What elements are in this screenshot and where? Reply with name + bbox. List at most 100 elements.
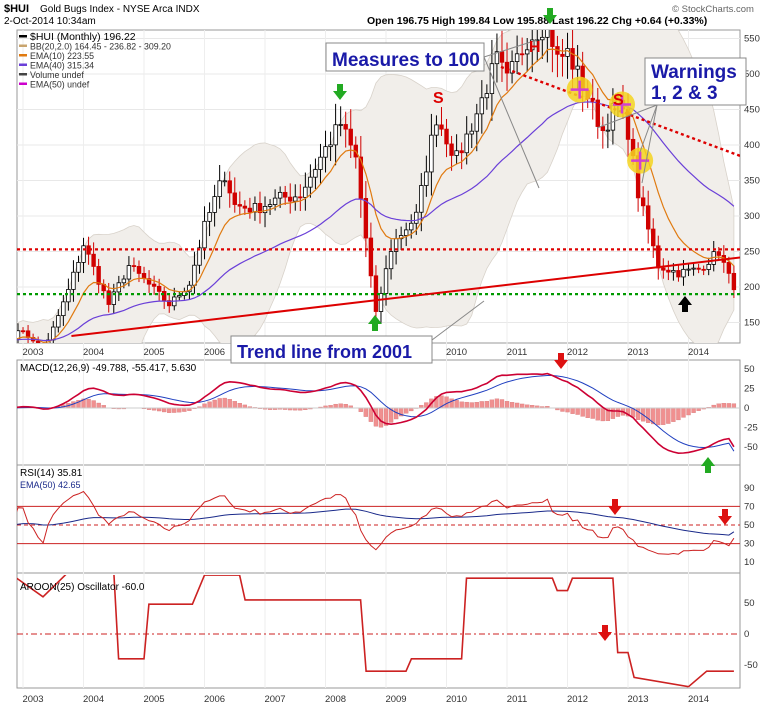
macd-histogram-bar (731, 403, 737, 409)
candle-body (499, 51, 505, 63)
candle-body (565, 48, 570, 57)
aroon-line (17, 575, 734, 688)
macd-histogram-bar (600, 407, 605, 422)
macd-histogram-bar (222, 397, 227, 409)
aroon-series (17, 575, 740, 688)
macd-tick-label: 50 (744, 364, 755, 375)
candle-body (691, 267, 696, 270)
candle-body (81, 245, 86, 263)
candle-body (161, 291, 167, 302)
candle-body (489, 63, 495, 95)
candle-body (257, 203, 263, 214)
candle-body (207, 212, 212, 222)
candle-body (11, 339, 15, 340)
arrow-up-green (701, 457, 715, 473)
macd-histogram-bar (676, 407, 681, 421)
macd-histogram-bar (363, 407, 369, 417)
macd-histogram-bar (444, 396, 449, 409)
candle-body (686, 268, 691, 271)
macd-histogram-bar (86, 398, 91, 409)
candle-body (252, 203, 258, 213)
candle-body (409, 222, 414, 231)
candle-body (151, 283, 157, 287)
candle-body (469, 130, 474, 135)
candle-body (509, 61, 515, 74)
candle-body (424, 171, 429, 186)
price-tick-label: 250 (744, 247, 760, 258)
candle-body (439, 124, 444, 130)
candle-body (333, 124, 338, 146)
candle-body (156, 285, 162, 292)
macd-histogram-bar (212, 399, 217, 409)
chart-credit: © StockCharts.com (672, 4, 754, 15)
candle-body (681, 268, 686, 278)
warnings-pointer (641, 104, 658, 184)
year-tick-label: 2011 (507, 347, 527, 358)
legend-swatch (19, 35, 27, 38)
candle-body (232, 192, 237, 205)
candle-body (66, 289, 71, 303)
macd-histogram-bar (162, 407, 167, 413)
candle-body (671, 270, 676, 273)
candle-body (434, 124, 439, 136)
candle-body (519, 53, 525, 56)
year-tick-label: 2005 (143, 694, 164, 705)
trend-pointer (431, 300, 485, 341)
legend-swatch (19, 44, 27, 47)
macd-histogram-bar (167, 407, 172, 413)
warning-cross (570, 80, 589, 99)
macd-histogram-bar (227, 399, 232, 409)
candle-body (323, 146, 328, 158)
candle-body (227, 180, 232, 194)
arrow-up-green (368, 315, 382, 331)
year-tick-label: 2013 (627, 347, 648, 358)
macd-tick-label: 0 (744, 403, 749, 414)
candle-body (560, 53, 565, 57)
price-tick-label: 450 (744, 105, 760, 116)
aroon-tick-label: -50 (744, 660, 758, 671)
macd-histogram-bar (217, 398, 222, 409)
candle-body (358, 156, 364, 199)
macd-histogram-bar (666, 407, 671, 424)
year-tick-label: 2013 (627, 694, 648, 705)
year-tick-label: 2007 (264, 694, 285, 705)
candle-body (71, 271, 76, 290)
legend-label: $HUI (Monthly) 196.22 (30, 31, 136, 43)
legend-label: Volume undef (30, 70, 84, 80)
candle-body (288, 196, 293, 202)
macd-histogram-bar (646, 407, 651, 423)
candle-body (272, 197, 278, 205)
candle-body (524, 49, 530, 55)
rsi-tick-label: 90 (744, 483, 755, 494)
macd-histogram-bar (509, 402, 515, 409)
price-tick-label: 150 (744, 318, 760, 329)
macd-histogram-bar (716, 403, 721, 409)
candle-body (484, 93, 490, 99)
candle-body (459, 150, 464, 154)
candle-body (121, 278, 127, 284)
candle-body (313, 169, 318, 178)
macd-histogram-bar (459, 401, 464, 409)
macd-histogram-bar (232, 401, 237, 409)
legend-label: EMA(40) 315.34 (30, 61, 94, 71)
macd-histogram-bar (489, 399, 495, 409)
macd-histogram-bar (681, 407, 686, 418)
rsi-panel (16, 464, 741, 574)
macd-tick-label: -25 (744, 423, 758, 434)
candle-body (6, 340, 10, 344)
macd-histogram-bar (454, 400, 459, 409)
warnings-text-2: 1, 2 & 3 (651, 83, 718, 104)
macd-histogram-bar (580, 407, 585, 417)
trend-text: Trend line from 2001 (237, 342, 412, 362)
arrow-down-red (554, 353, 568, 369)
macd-histogram-bar (570, 407, 575, 414)
macd-histogram-bar (615, 407, 621, 417)
year-tick-label: 2009 (385, 694, 406, 705)
candle-body (696, 267, 701, 270)
year-tick-label: 2014 (688, 694, 709, 705)
candle-body (197, 247, 202, 266)
macd-histogram-bar (333, 403, 338, 409)
price-tick-label: 300 (744, 211, 760, 222)
macd-histogram-bar (520, 403, 525, 409)
